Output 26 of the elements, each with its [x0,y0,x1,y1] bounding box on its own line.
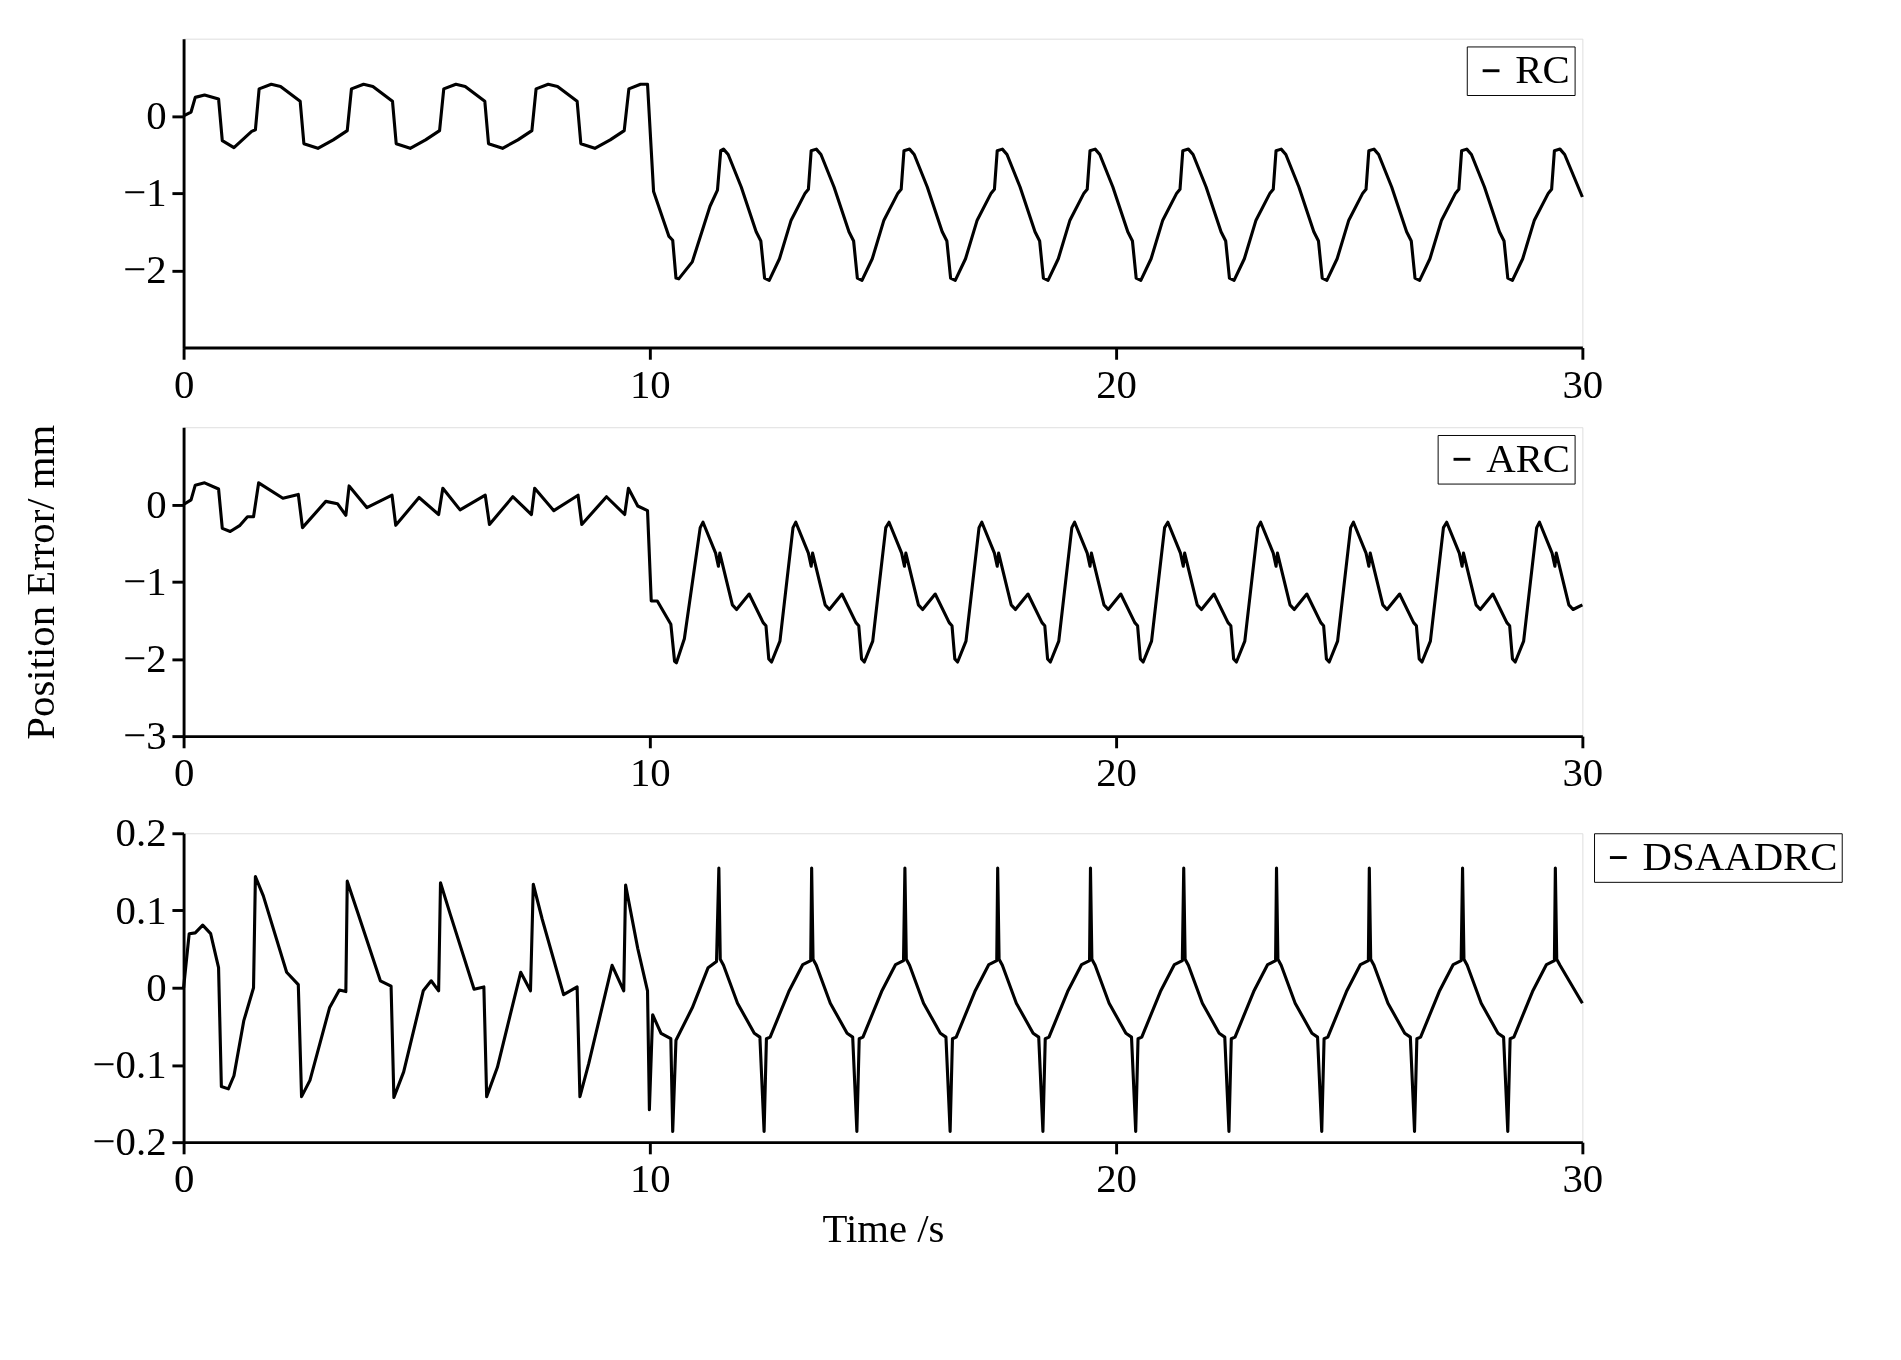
y-tick-label: 0.2 [115,810,167,856]
legend-label: RC [1515,47,1570,93]
y-tick-label: −3 [123,713,167,759]
x-tick-label: 10 [629,1156,671,1202]
y-axis-title: Position Error/ mm [17,424,63,740]
y-tick-label: −2 [123,247,167,293]
x-tick-label: 10 [629,750,671,796]
y-tick-label: −0.2 [92,1119,167,1165]
y-tick-label: −1 [123,170,167,216]
y-tick-label: 0.1 [115,887,167,933]
x-tick-label: 10 [629,361,671,407]
x-tick-label: 30 [1562,750,1604,796]
y-tick-label: 0 [146,481,167,527]
y-tick-label: 0 [146,964,167,1010]
legend-label: DSAADRC [1642,834,1838,880]
x-tick-label: 30 [1562,1156,1604,1202]
x-axis-title: Time /s [822,1205,945,1251]
y-tick-label: −0.1 [92,1042,167,1088]
y-tick-label: 0 [146,93,167,139]
y-tick-label: −2 [123,636,167,682]
x-tick-label: 30 [1562,361,1604,407]
y-tick-label: −1 [123,558,167,604]
x-tick-label: 20 [1096,361,1137,407]
x-tick-label: 20 [1096,750,1137,796]
x-tick-label: 20 [1096,1156,1137,1202]
legend-label: ARC [1486,435,1571,481]
